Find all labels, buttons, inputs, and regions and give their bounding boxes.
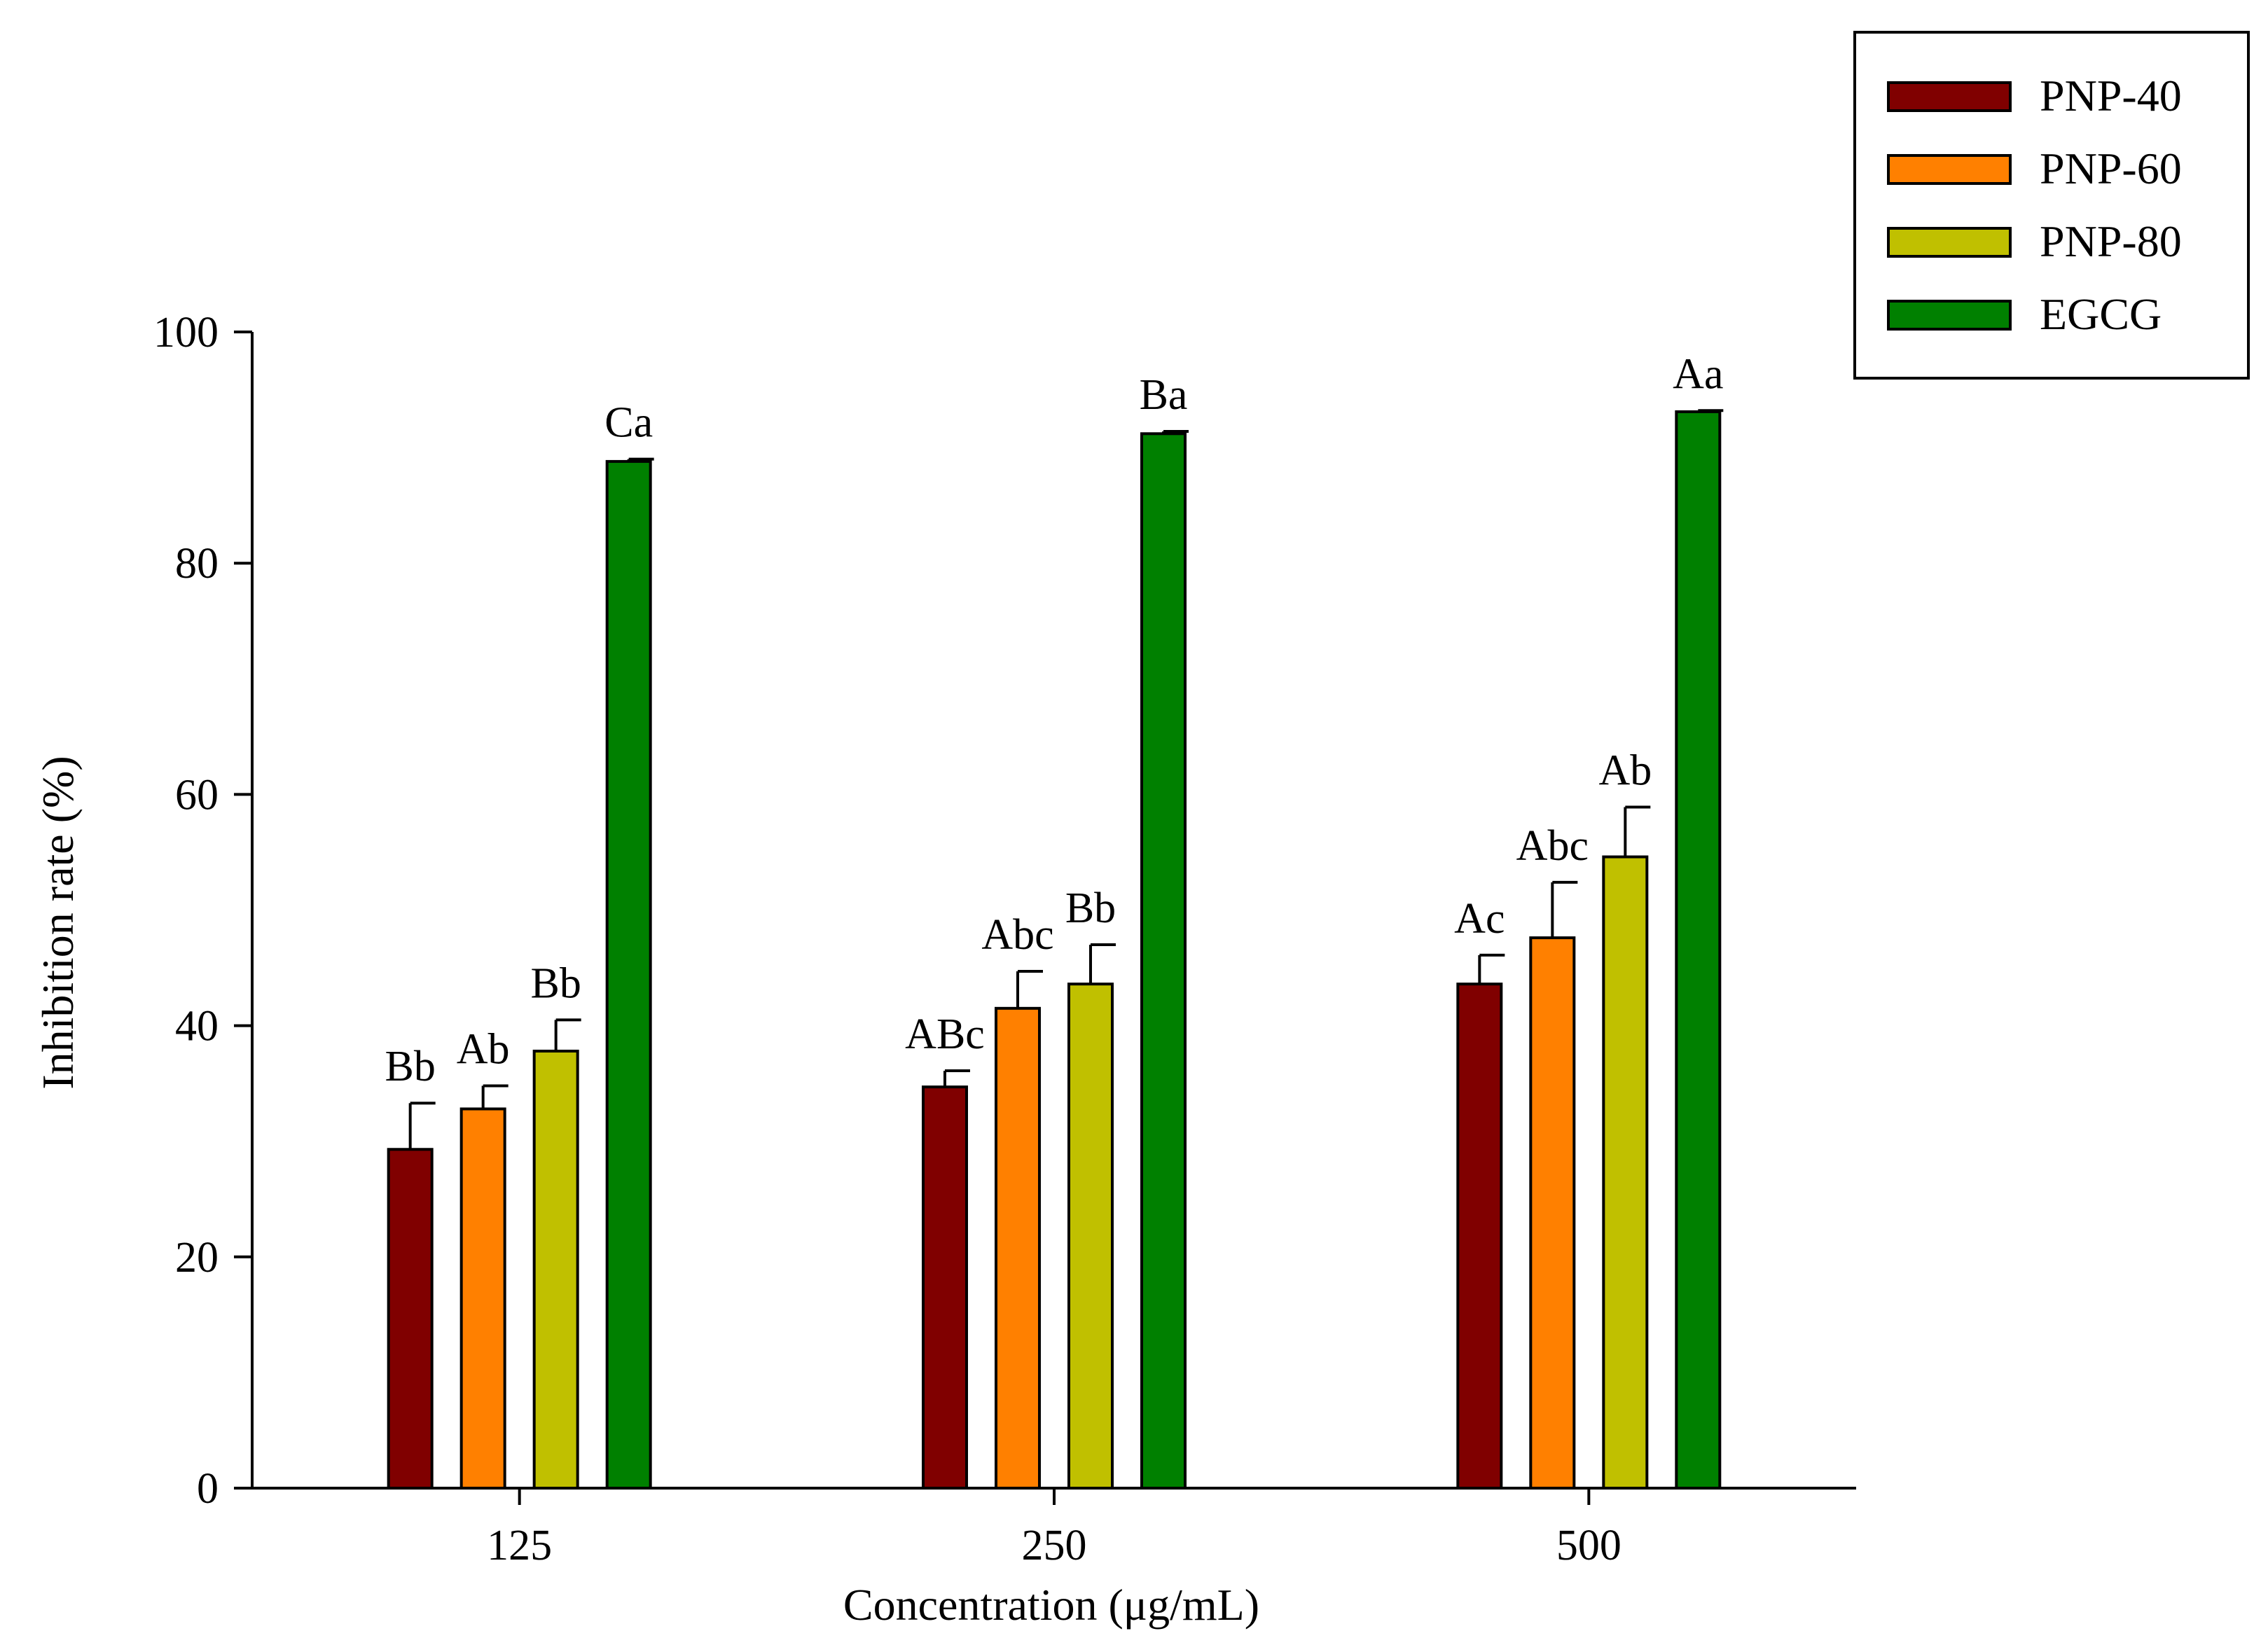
y-tick-label: 0 bbox=[197, 1465, 219, 1513]
legend-label-pnp-40: PNP-40 bbox=[2040, 71, 2182, 120]
bar-pnp-80-500 bbox=[1602, 855, 1649, 1490]
significance-label: Abc bbox=[981, 911, 1053, 959]
x-axis-title: Concentration (μg/mL) bbox=[843, 1580, 1259, 1630]
significance-label: ABc bbox=[905, 1011, 985, 1058]
legend-label-egcg: EGCG bbox=[2040, 289, 2162, 339]
legend-swatch-pnp-60 bbox=[1887, 154, 2012, 185]
bar-pnp-80-125 bbox=[532, 1049, 579, 1490]
legend-swatch-egcg bbox=[1887, 300, 2012, 331]
significance-label: Bb bbox=[1065, 884, 1116, 932]
legend-swatch-pnp-40 bbox=[1887, 81, 2012, 112]
y-axis-title: Inhibition rate (%) bbox=[33, 756, 83, 1089]
significance-label: Ca bbox=[604, 399, 653, 447]
legend-label-pnp-60: PNP-60 bbox=[2040, 144, 2182, 193]
legend-swatch-pnp-80 bbox=[1887, 227, 2012, 258]
x-tick-label: 125 bbox=[487, 1522, 552, 1569]
bar-egcg-125 bbox=[605, 459, 652, 1490]
bar-egcg-500 bbox=[1675, 410, 1722, 1490]
x-tick-label: 250 bbox=[1022, 1522, 1087, 1569]
x-tick-label: 500 bbox=[1556, 1522, 1622, 1569]
bar-pnp-40-250 bbox=[922, 1085, 968, 1490]
bar-pnp-40-500 bbox=[1456, 983, 1503, 1490]
bar-pnp-60-500 bbox=[1529, 936, 1576, 1490]
significance-label: Aa bbox=[1673, 350, 1723, 398]
bar-egcg-250 bbox=[1140, 432, 1187, 1490]
significance-label: Bb bbox=[385, 1043, 435, 1090]
significance-label: Abc bbox=[1516, 822, 1589, 870]
bar-pnp-60-125 bbox=[459, 1107, 506, 1490]
y-tick-label: 20 bbox=[175, 1234, 219, 1282]
y-tick-label: 80 bbox=[175, 540, 219, 588]
legend-label-pnp-80: PNP-80 bbox=[2040, 216, 2182, 266]
y-tick-label: 40 bbox=[175, 1003, 219, 1050]
significance-label: Ba bbox=[1140, 371, 1188, 419]
y-tick-label: 100 bbox=[153, 309, 219, 356]
significance-label: Ab bbox=[1598, 747, 1652, 795]
y-tick-label: 60 bbox=[175, 771, 219, 819]
significance-label: Ab bbox=[457, 1025, 510, 1073]
significance-label: Bb bbox=[530, 959, 581, 1007]
bar-pnp-60-250 bbox=[995, 1006, 1041, 1490]
significance-label: Ac bbox=[1454, 895, 1505, 943]
bar-pnp-80-250 bbox=[1067, 983, 1114, 1490]
bar-pnp-40-125 bbox=[387, 1148, 434, 1490]
